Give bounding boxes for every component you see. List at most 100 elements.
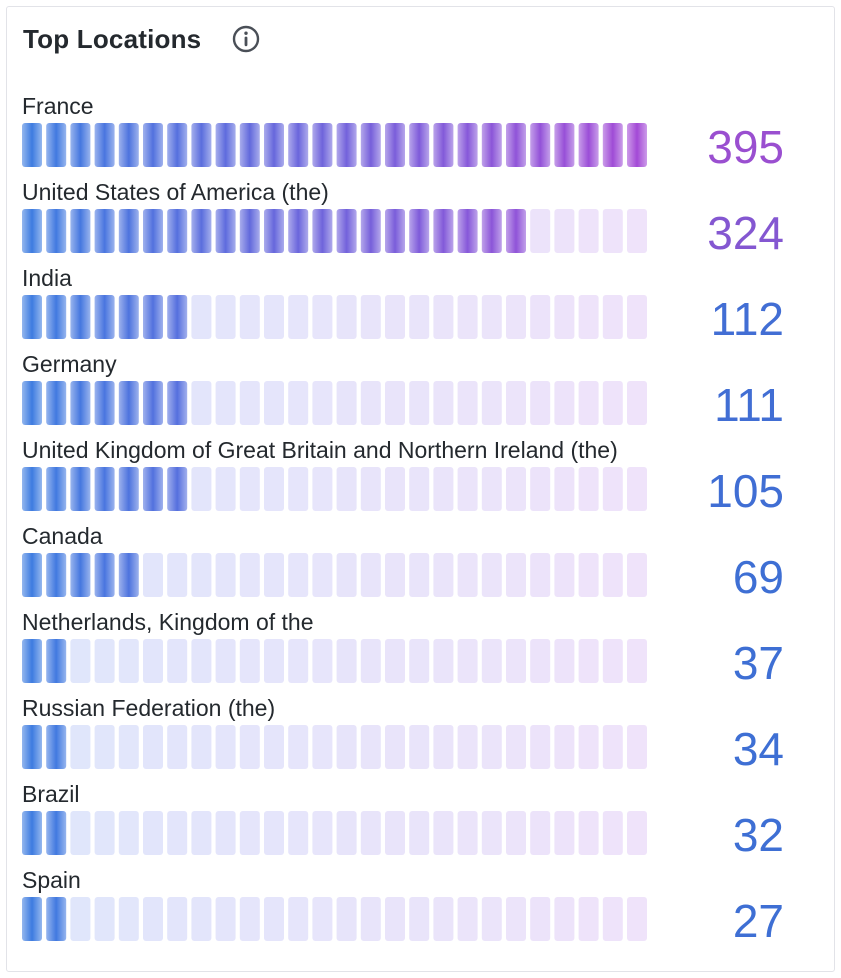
bar-cell-unlit xyxy=(627,811,647,855)
bar-cell-lit xyxy=(22,897,42,941)
bar-cell-lit xyxy=(70,553,91,597)
bar-cell-unlit xyxy=(191,811,212,855)
bar-cell-unlit xyxy=(578,553,599,597)
bar-cell-unlit xyxy=(530,639,551,683)
bar-cell-lit xyxy=(239,123,260,167)
bar-cell-unlit xyxy=(336,639,357,683)
bar-cell-unlit xyxy=(385,467,405,511)
bar-cell-unlit xyxy=(312,897,333,941)
bar-cell-unlit xyxy=(530,209,551,253)
bar-cell-unlit xyxy=(578,467,599,511)
bar-cell-unlit xyxy=(481,897,502,941)
bar-cell-unlit xyxy=(360,553,381,597)
bar-cell-unlit xyxy=(264,467,284,511)
bar-cell-unlit xyxy=(409,553,430,597)
bar-cell-unlit xyxy=(360,639,381,683)
bar-cell-unlit xyxy=(602,639,623,683)
bar-cell-lit xyxy=(70,381,91,425)
bar-cell-unlit xyxy=(215,295,236,339)
bar-cell-unlit xyxy=(336,381,357,425)
bar-cell-lit xyxy=(46,725,67,769)
bar-cell-unlit xyxy=(457,381,478,425)
bar-cell-unlit xyxy=(554,553,575,597)
bar-cell-lit xyxy=(70,123,91,167)
bar-cell-lit xyxy=(118,295,139,339)
bar-cell-lit xyxy=(167,123,188,167)
bar-cell-unlit xyxy=(481,467,502,511)
bar-cell-unlit xyxy=(409,639,430,683)
location-row: Germany 111 xyxy=(7,349,834,435)
bar-cell-unlit xyxy=(481,811,502,855)
bar-cell-unlit xyxy=(288,725,309,769)
bar-cell-unlit xyxy=(627,897,647,941)
bar-cell-unlit xyxy=(627,381,647,425)
bar-cell-unlit xyxy=(360,467,381,511)
location-name: Spain xyxy=(22,867,81,893)
bar-cell-lit xyxy=(312,209,333,253)
bar-cell-lit xyxy=(143,295,163,339)
bar-cell-lit xyxy=(215,209,236,253)
bar-cell-unlit xyxy=(481,639,502,683)
bar-cell-unlit xyxy=(433,553,454,597)
bar-cell-lit xyxy=(457,209,478,253)
location-name: Germany xyxy=(22,351,117,377)
bar-cell-lit xyxy=(481,209,502,253)
bar-cell-unlit xyxy=(627,209,647,253)
bar-cell-unlit xyxy=(143,725,163,769)
bar-cell-lit xyxy=(143,123,163,167)
bar-cell-lit xyxy=(288,123,309,167)
bar-cell-unlit xyxy=(264,897,284,941)
bar-cell-unlit xyxy=(264,295,284,339)
bar-cell-lit xyxy=(118,123,139,167)
location-bar xyxy=(22,811,647,855)
bar-cell-lit xyxy=(94,295,115,339)
bar-cell-unlit xyxy=(336,295,357,339)
bar-cell-unlit xyxy=(530,811,551,855)
bar-cell-unlit xyxy=(385,295,405,339)
bar-cell-unlit xyxy=(409,295,430,339)
info-icon[interactable] xyxy=(231,24,261,54)
bar-cell-unlit xyxy=(433,897,454,941)
bar-cell-lit xyxy=(409,209,430,253)
bar-cell-unlit xyxy=(239,897,260,941)
bar-cell-unlit xyxy=(554,295,575,339)
bar-cell-unlit xyxy=(288,553,309,597)
location-value: 112 xyxy=(710,293,784,345)
location-bar xyxy=(22,897,647,941)
bar-cell-unlit xyxy=(578,295,599,339)
bar-cell-lit xyxy=(457,123,478,167)
bar-cell-lit xyxy=(360,209,381,253)
location-name: Canada xyxy=(22,523,103,549)
bar-cell-lit xyxy=(167,467,188,511)
bar-cell-unlit xyxy=(288,639,309,683)
bar-cell-unlit xyxy=(360,295,381,339)
bar-cell-unlit xyxy=(578,811,599,855)
bar-cell-unlit xyxy=(191,725,212,769)
location-bar xyxy=(22,639,647,683)
bar-cell-unlit xyxy=(312,553,333,597)
bar-cell-lit xyxy=(385,123,405,167)
bar-cell-unlit xyxy=(94,897,115,941)
bar-cell-unlit xyxy=(554,467,575,511)
bar-cell-unlit xyxy=(385,553,405,597)
bar-cell-unlit xyxy=(312,295,333,339)
bar-cell-unlit xyxy=(578,725,599,769)
bar-cell-lit xyxy=(578,123,599,167)
location-row: Netherlands, Kingdom of the 37 xyxy=(7,607,834,693)
location-name: Russian Federation (the) xyxy=(22,695,276,721)
bar-cell-lit xyxy=(22,381,42,425)
bar-cell-unlit xyxy=(481,553,502,597)
bar-cell-unlit xyxy=(530,725,551,769)
bar-cell-unlit xyxy=(191,295,212,339)
bar-cell-unlit xyxy=(602,553,623,597)
bar-cell-unlit xyxy=(409,725,430,769)
bar-cell-unlit xyxy=(433,381,454,425)
location-value: 324 xyxy=(707,207,784,259)
bar-cell-unlit xyxy=(336,725,357,769)
bar-cell-lit xyxy=(239,209,260,253)
bar-cell-unlit xyxy=(360,381,381,425)
bar-cell-unlit xyxy=(360,897,381,941)
bar-cell-unlit xyxy=(433,725,454,769)
bar-cell-lit xyxy=(336,123,357,167)
bar-cell-unlit xyxy=(457,639,478,683)
